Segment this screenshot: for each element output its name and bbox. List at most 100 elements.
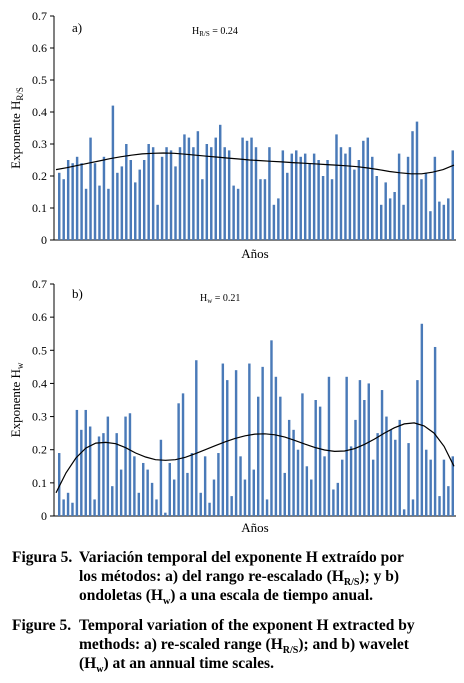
panel-label: b) — [72, 286, 83, 301]
bar — [261, 366, 264, 516]
y-tick-label: 0.6 — [32, 41, 47, 55]
bar — [277, 198, 280, 240]
y-tick-label: 0.4 — [32, 376, 47, 390]
trend-line — [55, 152, 455, 175]
bar — [248, 363, 251, 516]
bar — [62, 499, 65, 516]
bar — [75, 409, 79, 516]
bar — [133, 456, 136, 516]
bar — [353, 169, 356, 240]
bar — [272, 204, 276, 240]
bar — [239, 456, 242, 516]
bar — [218, 124, 222, 240]
bar — [283, 472, 286, 516]
bar — [142, 462, 145, 516]
bar — [187, 137, 191, 240]
bar — [252, 469, 255, 516]
bar — [234, 370, 238, 516]
bar — [344, 153, 347, 240]
bar — [429, 211, 432, 240]
bar — [402, 204, 405, 240]
bar — [66, 492, 70, 516]
bar — [279, 396, 282, 516]
bar — [214, 137, 217, 240]
bar — [376, 433, 379, 516]
bar — [223, 147, 226, 240]
bar — [420, 179, 423, 240]
bar — [375, 176, 378, 240]
bar — [336, 482, 340, 516]
bar — [66, 160, 70, 240]
y-tick-label: 0.5 — [32, 73, 47, 87]
bar — [371, 156, 374, 240]
bar — [438, 496, 441, 516]
bar — [257, 396, 260, 516]
caption-en-line-1: Temporal variation of the exponent H ext… — [79, 617, 415, 634]
bar — [75, 156, 79, 240]
bar — [326, 160, 329, 240]
bar — [221, 363, 225, 516]
chart-panel-b: 0 0.1 0.2 0.3 0.4 0.5 0.6 0.7 b) Hw = 0.21 Años Exp… — [8, 277, 456, 535]
bar — [243, 479, 247, 516]
bar — [299, 156, 302, 240]
bar — [451, 150, 454, 240]
bar — [169, 150, 173, 240]
bar — [134, 182, 137, 240]
bar — [384, 182, 387, 240]
bar — [230, 496, 233, 516]
x-axis-label: Años — [241, 246, 268, 261]
bar — [125, 144, 128, 240]
bar — [330, 179, 334, 240]
bar — [124, 416, 127, 516]
bar — [201, 179, 204, 240]
panel-label: a) — [72, 20, 82, 35]
bar — [268, 147, 271, 240]
bar — [301, 393, 304, 516]
bar — [93, 163, 97, 240]
bar — [341, 459, 344, 516]
bar — [295, 150, 298, 240]
bar — [102, 433, 105, 516]
bar — [160, 156, 164, 240]
bar — [348, 147, 352, 240]
bar — [241, 137, 244, 240]
bar — [115, 433, 118, 516]
bar — [265, 499, 269, 516]
bar — [217, 453, 220, 516]
caption-en-figure-number: Figure 5. — [12, 617, 72, 634]
bar — [212, 479, 216, 516]
bar — [146, 469, 149, 516]
bar — [314, 400, 317, 516]
x-axis-label: Años — [241, 520, 268, 535]
y-axis-label: Exponente HR/S — [8, 87, 25, 169]
bar — [433, 346, 437, 516]
bar — [321, 176, 325, 240]
bar — [339, 147, 343, 240]
bar — [349, 446, 353, 516]
bar — [88, 426, 92, 516]
y-tick-label: 0.7 — [32, 277, 47, 291]
bar — [263, 179, 267, 240]
bar — [147, 144, 150, 240]
caption-en-line-2: methods: a) re-scaled range (HR/S); and … — [79, 636, 409, 657]
caption-es-figure-number: Figura 5. — [12, 549, 73, 566]
y-tick-label: 0.3 — [32, 410, 47, 424]
bar — [208, 502, 211, 516]
y-tick-label: 0.2 — [32, 443, 47, 457]
bar — [363, 400, 366, 516]
bar — [335, 134, 338, 240]
bar — [183, 134, 186, 240]
bar — [106, 416, 110, 516]
bar — [155, 499, 158, 516]
bar — [250, 137, 253, 240]
bar — [398, 419, 401, 516]
bar — [236, 188, 240, 240]
bar — [84, 409, 87, 516]
bar — [190, 453, 194, 516]
bar — [425, 449, 428, 516]
bar — [367, 383, 370, 516]
bar — [318, 406, 322, 516]
bar — [433, 156, 437, 240]
bar — [119, 469, 123, 516]
bar — [429, 459, 432, 516]
